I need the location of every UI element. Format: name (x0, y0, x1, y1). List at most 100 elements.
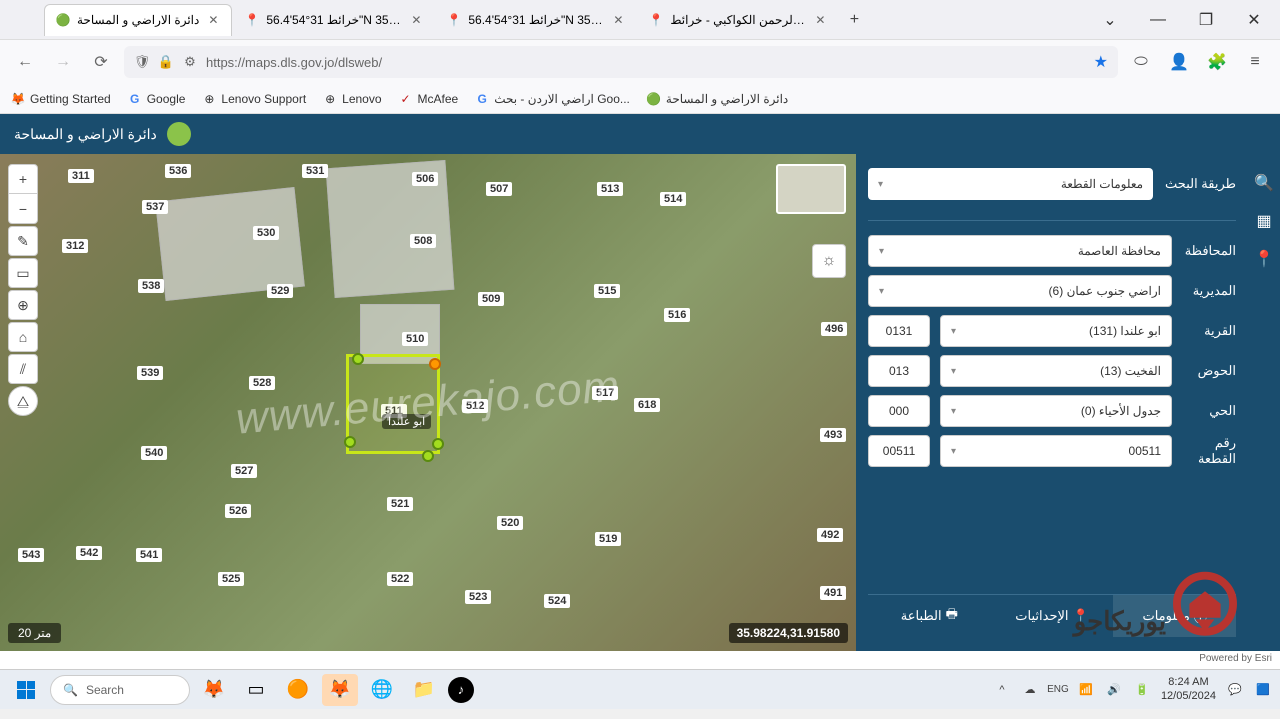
clock[interactable]: 8:24 AM 12/05/2024 (1161, 676, 1216, 702)
time-text: 8:24 AM (1168, 676, 1208, 689)
menu-icon[interactable]: ≡ (1240, 47, 1270, 77)
bookmark-item[interactable]: ⊕Lenovo Support (201, 91, 306, 107)
bookmark-label: اراضي الاردن - بحث Goo... (494, 92, 630, 106)
bookmark-item[interactable]: 🟢دائرة الاراضي و المساحة (646, 91, 788, 107)
parcel-number-label: 516 (664, 308, 690, 322)
basemap-toggle[interactable] (776, 164, 846, 214)
locate-button[interactable]: ⊕ (8, 290, 38, 320)
extensions-icon[interactable]: 🧩 (1202, 47, 1232, 77)
print-tab[interactable]: 🖶الطباعة (868, 595, 991, 637)
draw-tool-button[interactable]: ✎ (8, 226, 38, 256)
district-select[interactable]: جدول الأحياء (0)▾ (940, 395, 1172, 427)
url-bar[interactable]: 🛡 🔒 ⚙ https://maps.dls.gov.jo/dlsweb/ ★ (124, 46, 1118, 78)
bookmark-item[interactable]: ✓McAfee (398, 91, 459, 107)
new-tab-button[interactable]: + (840, 6, 868, 34)
taskbar-app-icon[interactable]: 🟠 (280, 674, 316, 706)
basin-code-input[interactable]: 013 (868, 355, 930, 387)
close-icon[interactable]: ✕ (205, 12, 221, 28)
tab-active[interactable]: 🟢 دائرة الاراضي و المساحة ✕ (44, 4, 232, 36)
home-button[interactable]: ⌂ (8, 322, 38, 352)
info-tab[interactable]: ⓘمعلومات (1113, 595, 1236, 637)
tiktok-taskbar-icon[interactable]: ♪ (448, 677, 474, 703)
governorate-label: المحافظة (1182, 243, 1236, 259)
bookmark-label: Google (147, 92, 186, 106)
onedrive-icon[interactable]: ☁ (1021, 681, 1039, 699)
maps-favicon: 📍 (446, 12, 462, 28)
district-code-input[interactable]: 000 (868, 395, 930, 427)
start-button[interactable] (8, 674, 44, 706)
maps-favicon: 📍 (244, 12, 260, 28)
zoom-in-button[interactable]: + (8, 164, 38, 194)
coordinates-display: 35.98224,31.91580 (729, 623, 848, 643)
close-icon[interactable]: ✕ (408, 12, 424, 28)
notification-icon[interactable]: 💬 (1226, 681, 1244, 699)
close-icon[interactable]: ✕ (812, 12, 828, 28)
battery-icon[interactable]: 🔋 (1133, 681, 1151, 699)
account-icon[interactable]: 👤 (1164, 47, 1194, 77)
chevron-down-icon: ▾ (878, 179, 883, 190)
explorer-taskbar-icon[interactable]: 📁 (406, 674, 442, 706)
url-text: https://maps.dls.gov.jo/dlsweb/ (206, 55, 1086, 70)
tab-item[interactable]: 📍 خرائط 31°54'56.4"N 35°58'55.0"E ✕ (436, 4, 636, 36)
village-code-input[interactable]: 0131 (868, 315, 930, 347)
minimize-button[interactable]: — (1136, 4, 1180, 36)
taskbar-app-icon[interactable]: ▭ (238, 674, 274, 706)
search-sidebar: طريقة البحث معلومات القطعة ▾ المحافظة مح… (856, 154, 1248, 651)
chrome-taskbar-icon[interactable]: 🌐 (364, 674, 400, 706)
parcel-select[interactable]: 00511▾ (940, 435, 1172, 467)
address-bar: ← → ⟳ 🛡 🔒 ⚙ https://maps.dls.gov.jo/dlsw… (0, 40, 1280, 84)
parcel-number-label: 523 (465, 590, 491, 604)
lock-icon[interactable]: 🔒 (158, 54, 174, 70)
chevron-up-icon[interactable]: ^ (993, 681, 1011, 699)
chart-tool-button[interactable]: ⫽ (8, 354, 38, 384)
location-icon[interactable]: 📍 (1248, 240, 1280, 278)
taskbar-app-icon[interactable]: 🦊 (196, 674, 232, 706)
list-tabs-button[interactable]: ⌄ (1088, 4, 1132, 36)
tab-item[interactable]: 📍 خرائط 31°54'56.4"N 35°58'55.0"E ✕ (234, 4, 434, 36)
basin-select[interactable]: الفخيت (13)▾ (940, 355, 1172, 387)
parcel-code-input[interactable]: 00511 (868, 435, 930, 467)
language-icon[interactable]: ENG (1049, 681, 1067, 699)
system-tray: ^ ☁ ENG 📶 🔊 🔋 8:24 AM 12/05/2024 💬 🟦 (993, 676, 1272, 702)
firefox-taskbar-icon[interactable]: 🦊 (322, 674, 358, 706)
search-method-dropdown[interactable]: معلومات القطعة ▾ (868, 168, 1153, 200)
forward-button[interactable]: → (48, 47, 78, 77)
shield-icon[interactable]: 🛡 (134, 54, 150, 70)
directorate-label: المديرية (1182, 283, 1236, 299)
layers-icon[interactable]: ▦ (1248, 202, 1280, 240)
search-icon[interactable]: 🔍 (1248, 164, 1280, 202)
site-favicon: 🟢 (55, 12, 71, 28)
measure-tool-button[interactable]: ▭ (8, 258, 38, 288)
map-view[interactable]: 3115365315065075135145375305083133125385… (0, 154, 856, 651)
bookmark-item[interactable]: Gاراضي الاردن - بحث Goo... (474, 91, 630, 107)
compass-button[interactable]: ⧋ (8, 386, 38, 416)
parcel-number-label: 512 (462, 399, 488, 413)
search-method-row: طريقة البحث معلومات القطعة ▾ (868, 168, 1236, 200)
village-select[interactable]: ابو علندا (131)▾ (940, 315, 1172, 347)
parcel-number-label: 515 (594, 284, 620, 298)
wifi-icon[interactable]: 📶 (1077, 681, 1095, 699)
bookmark-item[interactable]: GGoogle (127, 91, 186, 107)
governorate-select[interactable]: محافظة العاصمة▾ (868, 235, 1172, 267)
pocket-icon[interactable]: ⬭ (1126, 47, 1156, 77)
close-icon[interactable]: ✕ (610, 12, 626, 28)
basin-label: الحوض (1182, 363, 1236, 379)
attribution-bar: Powered by Esri (0, 651, 1280, 669)
bookmark-item[interactable]: ⊕Lenovo (322, 91, 381, 107)
reload-button[interactable]: ⟳ (86, 47, 116, 77)
volume-icon[interactable]: 🔊 (1105, 681, 1123, 699)
theme-toggle-button[interactable]: ☼ (812, 244, 846, 278)
permissions-icon[interactable]: ⚙ (182, 54, 198, 70)
coords-tab[interactable]: 📍الإحداثيات (991, 595, 1114, 637)
directorate-select[interactable]: اراضي جنوب عمان (6)▾ (868, 275, 1172, 307)
bookmark-star-icon[interactable]: ★ (1094, 52, 1108, 72)
app-tray-icon[interactable]: 🟦 (1254, 681, 1272, 699)
parcel-number-label: 493 (820, 428, 846, 442)
back-button[interactable]: ← (10, 47, 40, 77)
zoom-out-button[interactable]: − (8, 194, 38, 224)
close-window-button[interactable]: ✕ (1232, 4, 1276, 36)
restore-button[interactable]: ❐ (1184, 4, 1228, 36)
taskbar-search[interactable]: 🔍 Search (50, 675, 190, 705)
tab-item[interactable]: 📍 ش. عبد الرحمن الكواكبي - خرائط ✕ (638, 4, 838, 36)
bookmark-item[interactable]: 🦊Getting Started (10, 91, 111, 107)
